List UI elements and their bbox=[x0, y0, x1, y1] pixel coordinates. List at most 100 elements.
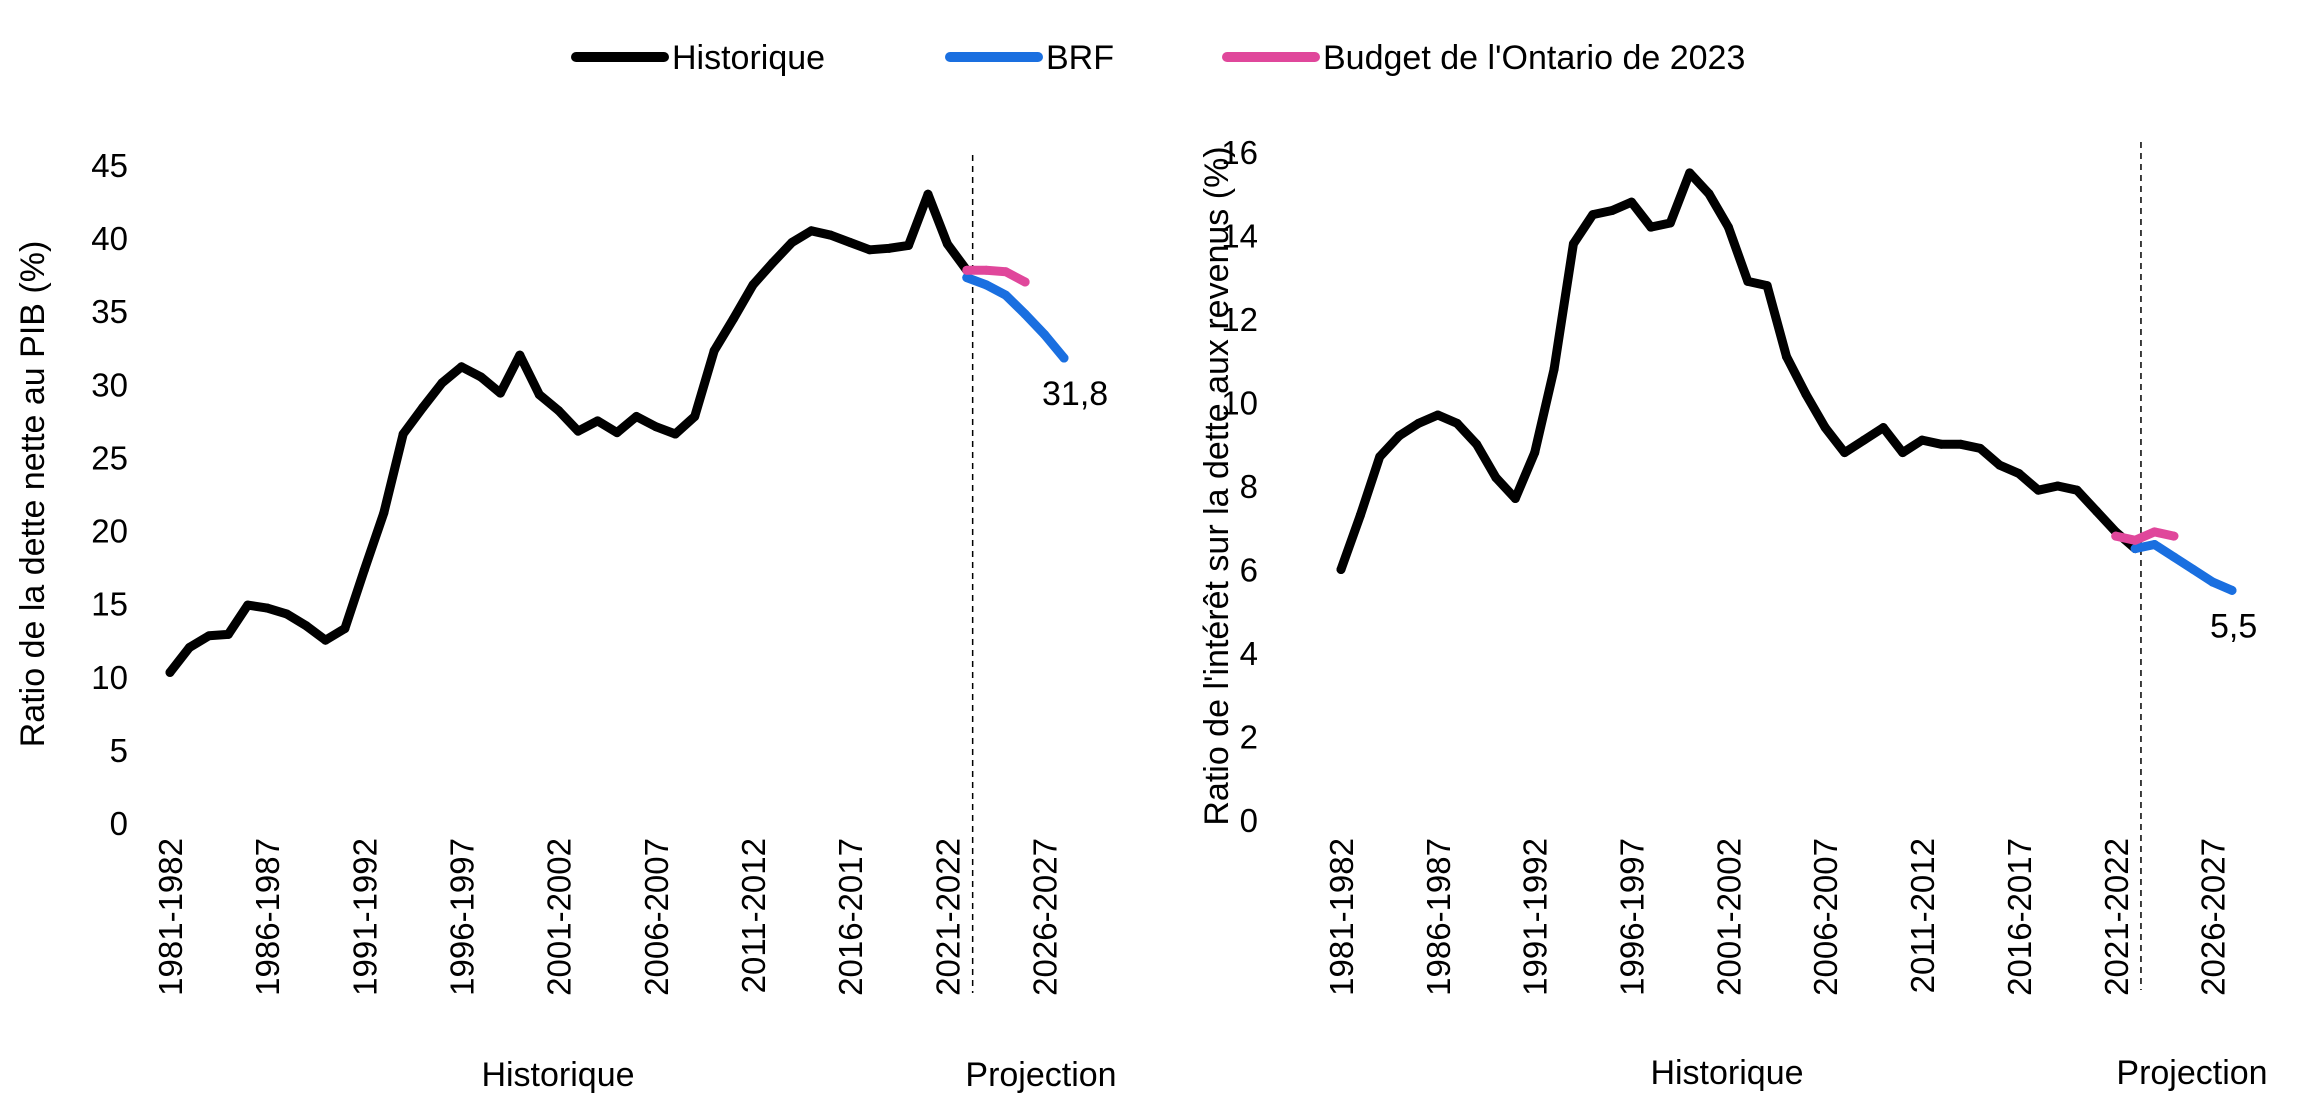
region-label-historique: Historique bbox=[481, 1056, 634, 1094]
x-tick-label-5: 2006-2007 bbox=[1807, 838, 1844, 996]
data-point-brf bbox=[1001, 290, 1011, 300]
data-point-historique bbox=[1878, 423, 1888, 433]
y-tick-label-3: 15 bbox=[91, 586, 128, 623]
data-point-historique bbox=[320, 635, 330, 645]
data-point-historique bbox=[787, 237, 797, 247]
x-tick-label-3: 1996-1997 bbox=[444, 838, 481, 996]
x-tick-label-5: 2006-2007 bbox=[638, 838, 675, 996]
data-point-historique bbox=[1375, 452, 1385, 462]
data-point-historique bbox=[1549, 364, 1559, 374]
data-point-historique bbox=[670, 429, 680, 439]
data-point-historique bbox=[515, 350, 525, 360]
data-point-historique bbox=[1394, 431, 1404, 441]
data-point-historique bbox=[1704, 189, 1714, 199]
x-tick-label-8: 2021-2022 bbox=[929, 838, 966, 996]
data-point-historique bbox=[1665, 218, 1675, 228]
data-point-historique bbox=[1433, 410, 1443, 420]
x-tick-label-0: 1981-1982 bbox=[152, 838, 189, 996]
data-point-budget-de-l-ontario-de-2023 bbox=[2111, 531, 2121, 541]
series-line-brf bbox=[2130, 540, 2237, 595]
x-tick-label-9: 2026-2027 bbox=[2195, 838, 2232, 996]
data-point-historique bbox=[2014, 468, 2024, 478]
data-point-historique bbox=[282, 609, 292, 619]
data-point-budget-de-l-ontario-de-2023 bbox=[2169, 531, 2179, 541]
data-point-historique bbox=[1413, 418, 1423, 428]
data-point-historique bbox=[437, 378, 447, 388]
series-line-budget-de-l-ontario-de-2023 bbox=[2111, 527, 2179, 545]
data-point-historique bbox=[651, 422, 661, 432]
data-point-historique bbox=[1627, 197, 1637, 207]
data-point-historique bbox=[826, 230, 836, 240]
data-point-historique bbox=[262, 603, 272, 613]
data-point-historique bbox=[359, 565, 369, 575]
data-point-historique bbox=[612, 428, 622, 438]
x-tick-label-6: 2011-2012 bbox=[735, 838, 772, 993]
series-line-budget-de-l-ontario-de-2023 bbox=[962, 265, 1030, 287]
x-tick-label-4: 2001-2002 bbox=[1710, 838, 1747, 996]
data-point-historique bbox=[1491, 473, 1501, 483]
data-point-brf bbox=[1040, 330, 1050, 340]
x-tick-label-7: 2016-2017 bbox=[832, 838, 869, 996]
data-point-historique bbox=[904, 240, 914, 250]
y-tick-label-1: 2 bbox=[1240, 719, 1258, 756]
x-tick-label-2: 1991-1992 bbox=[1517, 838, 1554, 996]
data-point-brf bbox=[981, 280, 991, 290]
series-line-brf bbox=[962, 273, 1069, 363]
y-tick-label-4: 8 bbox=[1240, 468, 1258, 505]
x-tick-label-7: 2016-2017 bbox=[2001, 838, 2038, 996]
data-point-historique bbox=[1646, 222, 1656, 232]
x-tick-label-2: 1991-1992 bbox=[346, 838, 383, 996]
data-point-historique bbox=[2091, 506, 2101, 516]
data-point-brf bbox=[962, 273, 972, 283]
data-point-historique bbox=[2033, 485, 2043, 495]
data-point-historique bbox=[1588, 210, 1598, 220]
data-point-budget-de-l-ontario-de-2023 bbox=[2150, 527, 2160, 537]
y-tick-label-0: 0 bbox=[110, 805, 128, 842]
data-point-historique bbox=[845, 237, 855, 247]
legend-label-1: BRF bbox=[1046, 39, 1114, 77]
data-point-historique bbox=[806, 226, 816, 236]
data-point-historique bbox=[1723, 222, 1733, 232]
data-point-historique bbox=[1995, 460, 2005, 470]
data-point-brf bbox=[2169, 552, 2179, 562]
data-point-historique bbox=[631, 412, 641, 422]
x-tick-label-1: 1986-1987 bbox=[249, 838, 286, 996]
data-point-budget-de-l-ontario-de-2023 bbox=[1001, 267, 1011, 277]
data-point-historique bbox=[767, 258, 777, 268]
data-point-historique bbox=[690, 412, 700, 422]
data-point-historique bbox=[1568, 239, 1578, 249]
data-point-historique bbox=[534, 390, 544, 400]
data-point-historique bbox=[223, 629, 233, 639]
data-point-historique bbox=[1898, 448, 1908, 458]
y-tick-label-9: 45 bbox=[91, 147, 128, 184]
y-tick-label-0: 0 bbox=[1240, 802, 1258, 839]
data-point-budget-de-l-ontario-de-2023 bbox=[1020, 277, 1030, 287]
data-point-historique bbox=[1452, 418, 1462, 428]
data-point-historique bbox=[1801, 389, 1811, 399]
data-point-historique bbox=[1743, 276, 1753, 286]
y-axis-title: Ratio de l'intérêt sur la dette aux reve… bbox=[1198, 146, 1236, 825]
data-point-brf bbox=[2188, 565, 2198, 574]
data-point-historique bbox=[495, 388, 505, 398]
y-tick-label-5: 25 bbox=[91, 439, 128, 476]
data-point-historique bbox=[418, 403, 428, 413]
y-tick-label-2: 4 bbox=[1240, 635, 1258, 672]
data-point-historique bbox=[2053, 481, 2063, 491]
y-tick-label-5: 10 bbox=[1221, 385, 1258, 422]
y-tick-label-8: 16 bbox=[1221, 134, 1258, 171]
y-tick-label-7: 14 bbox=[1221, 218, 1258, 255]
x-tick-label-3: 1996-1997 bbox=[1614, 838, 1651, 996]
data-point-historique bbox=[301, 621, 311, 631]
data-point-historique bbox=[165, 667, 175, 677]
data-point-brf bbox=[2227, 585, 2237, 595]
data-point-historique bbox=[1859, 435, 1869, 445]
data-point-historique bbox=[1336, 565, 1346, 574]
legend: Historique BRF Budget de l'Ontario de 2023 bbox=[571, 39, 1745, 77]
data-point-historique bbox=[573, 426, 583, 436]
data-point-historique bbox=[1936, 439, 1946, 449]
data-point-historique bbox=[1917, 435, 1927, 445]
data-point-historique bbox=[1510, 494, 1520, 504]
legend-label-2: Budget de l'Ontario de 2023 bbox=[1323, 39, 1745, 77]
data-point-budget-de-l-ontario-de-2023 bbox=[2130, 535, 2140, 545]
